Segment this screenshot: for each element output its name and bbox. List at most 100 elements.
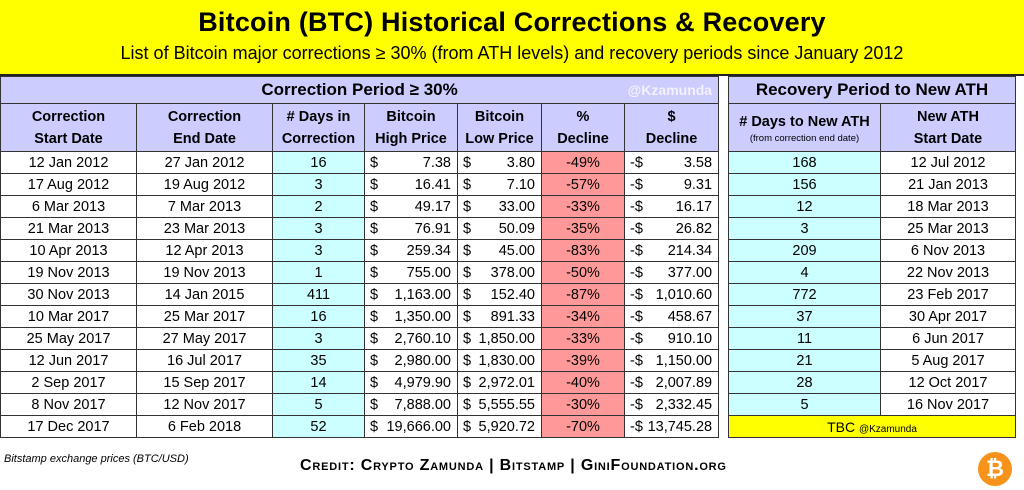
recovery-section-title: Recovery Period to New ATH [727, 76, 1017, 104]
cell-rec-start: 12 Jul 2012 [879, 151, 1017, 174]
cell-rec-days: 11 [728, 327, 881, 350]
table-row: 25 May 2017 27 May 2017 3 $2,760.10 $1,850.0… [0, 327, 720, 350]
cell-high-price: $1,163.00 [364, 283, 458, 306]
table-row: 12 Jan 2012 27 Jan 2012 16 $7.38 $3.80 -49% -$… [0, 151, 720, 174]
cell-end-date: 27 May 2017 [136, 327, 273, 350]
table-row: 209 6 Nov 2013 [728, 239, 1017, 262]
cell-low-price: $2,972.01 [457, 371, 542, 394]
cell-low-price: $3.80 [457, 151, 542, 174]
col-header-rec-start: New ATH Start Date [879, 103, 1017, 152]
cell-pct-decline: -40% [541, 371, 625, 394]
cell-end-date: 14 Jan 2015 [136, 283, 273, 306]
cell-rec-start: 6 Jun 2017 [879, 327, 1017, 350]
col-header-low: Bitcoin Low Price [457, 103, 542, 152]
cell-start-date: 10 Mar 2017 [0, 305, 137, 328]
table-row: 12 Jun 2017 16 Jul 2017 35 $2,980.00 $1,830.… [0, 349, 720, 372]
credit-line: Credit: Crypto Zamunda | Bitstamp | Gini… [300, 457, 727, 474]
col-header-start: Correction Start Date [0, 103, 137, 152]
correction-section-title: Correction Period ≥ 30% @Kzamunda [0, 76, 720, 104]
cell-pct-decline: -30% [541, 393, 625, 416]
cell-days: 3 [272, 327, 365, 350]
cell-usd-decline: -$ 2,332.45 [623, 393, 720, 416]
cell-days: 3 [272, 173, 365, 196]
cell-low-price: $5,555.55 [457, 393, 542, 416]
table-row: 30 Nov 2013 14 Jan 2015 411 $1,163.00 $152.4… [0, 283, 720, 306]
table-row: 17 Aug 2012 19 Aug 2012 3 $16.41 $7.10 -57% -$… [0, 173, 720, 196]
table-row: 4 22 Nov 2013 [728, 261, 1017, 284]
cell-pct-decline: -87% [541, 283, 625, 306]
cell-start-date: 10 Apr 2013 [0, 239, 137, 262]
cell-days: 14 [272, 371, 365, 394]
table-row: 2 Sep 2017 15 Sep 2017 14 $4,979.90 $2,972.0… [0, 371, 720, 394]
cell-days: 411 [272, 283, 365, 306]
table-row: 8 Nov 2017 12 Nov 2017 5 $7,888.00 $5,555.55… [0, 393, 720, 416]
cell-end-date: 16 Jul 2017 [136, 349, 273, 372]
cell-high-price: $19,666.00 [364, 415, 458, 438]
table-row: 28 12 Oct 2017 [728, 371, 1017, 394]
table-row: 5 16 Nov 2017 [728, 393, 1017, 416]
recovery-table: Recovery Period to New ATH # Days to New… [727, 76, 1017, 438]
cell-usd-decline: -$ 9.31 [623, 173, 720, 196]
cell-low-price: $891.33 [457, 305, 542, 328]
cell-pct-decline: -34% [541, 305, 625, 328]
table-row: 168 12 Jul 2012 [728, 151, 1017, 174]
cell-rec-start: 12 Oct 2017 [879, 371, 1017, 394]
cell-low-price: $1,850.00 [457, 327, 542, 350]
cell-end-date: 7 Mar 2013 [136, 195, 273, 218]
cell-high-price: $2,980.00 [364, 349, 458, 372]
title-banner: Bitcoin (BTC) Historical Corrections & R… [0, 0, 1024, 76]
cell-pct-decline: -70% [541, 415, 625, 438]
cell-rec-days: 21 [728, 349, 881, 372]
table-row: 12 18 Mar 2013 [728, 195, 1017, 218]
cell-days: 16 [272, 305, 365, 328]
cell-rec-days: 772 [728, 283, 881, 306]
cell-rec-days: 12 [728, 195, 881, 218]
cell-high-price: $1,350.00 [364, 305, 458, 328]
cell-high-price: $755.00 [364, 261, 458, 284]
cell-days: 52 [272, 415, 365, 438]
cell-end-date: 12 Apr 2013 [136, 239, 273, 262]
cell-start-date: 2 Sep 2017 [0, 371, 137, 394]
cell-low-price: $1,830.00 [457, 349, 542, 372]
cell-pct-decline: -39% [541, 349, 625, 372]
cell-usd-decline: -$ 1,010.60 [623, 283, 720, 306]
table-row: 3 25 Mar 2013 [728, 217, 1017, 240]
cell-end-date: 27 Jan 2012 [136, 151, 273, 174]
cell-pct-decline: -35% [541, 217, 625, 240]
cell-rec-start: 25 Mar 2013 [879, 217, 1017, 240]
cell-rec-days: 156 [728, 173, 881, 196]
cell-low-price: $45.00 [457, 239, 542, 262]
col-header-rec-days: # Days to New ATH (from correction end da… [728, 103, 881, 152]
cell-start-date: 8 Nov 2017 [0, 393, 137, 416]
cell-end-date: 12 Nov 2017 [136, 393, 273, 416]
cell-days: 35 [272, 349, 365, 372]
cell-end-date: 23 Mar 2013 [136, 217, 273, 240]
cell-days: 3 [272, 217, 365, 240]
cell-low-price: $5,920.72 [457, 415, 542, 438]
cell-usd-decline: -$ 1,150.00 [623, 349, 720, 372]
cell-end-date: 19 Aug 2012 [136, 173, 273, 196]
col-header-end: Correction End Date [136, 103, 273, 152]
cell-days: 3 [272, 239, 365, 262]
cell-rec-start: 22 Nov 2013 [879, 261, 1017, 284]
cell-start-date: 12 Jun 2017 [0, 349, 137, 372]
cell-usd-decline: -$ 910.10 [623, 327, 720, 350]
cell-low-price: $7.10 [457, 173, 542, 196]
cell-rec-days: 3 [728, 217, 881, 240]
cell-usd-decline: -$ 458.67 [623, 305, 720, 328]
table-row: 21 Mar 2013 23 Mar 2013 3 $76.91 $50.09 -35% -… [0, 217, 720, 240]
cell-high-price: $76.91 [364, 217, 458, 240]
page-subtitle: List of Bitcoin major corrections ≥ 30% … [120, 43, 904, 63]
cell-usd-decline: -$ 13,745.28 [623, 415, 720, 438]
cell-pct-decline: -33% [541, 195, 625, 218]
cell-rec-days: 5 [728, 393, 881, 416]
cell-low-price: $152.40 [457, 283, 542, 306]
cell-pct-decline: -33% [541, 327, 625, 350]
col-header-high: Bitcoin High Price [364, 103, 458, 152]
cell-high-price: $16.41 [364, 173, 458, 196]
bitcoin-logo-icon: ₿ [978, 452, 1012, 486]
cell-start-date: 30 Nov 2013 [0, 283, 137, 306]
cell-rec-days: 168 [728, 151, 881, 174]
cell-usd-decline: -$ 214.34 [623, 239, 720, 262]
cell-usd-decline: -$ 3.58 [623, 151, 720, 174]
